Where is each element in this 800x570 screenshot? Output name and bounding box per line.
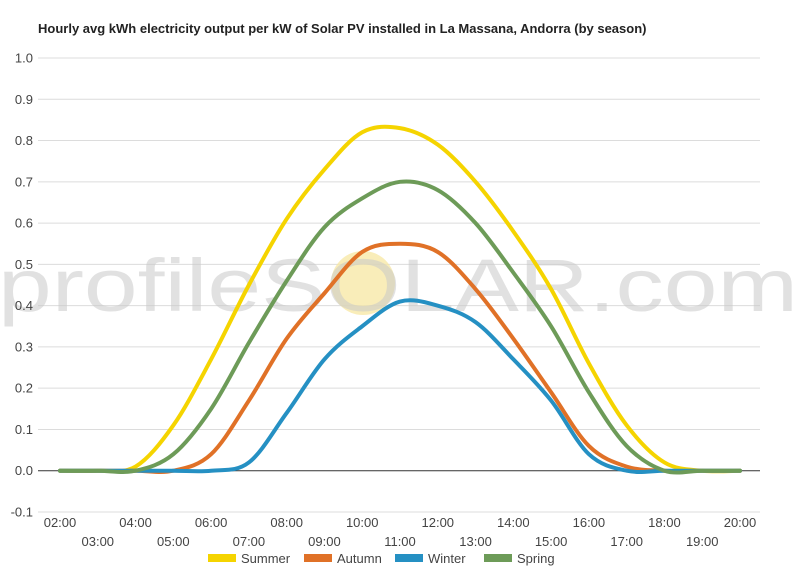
legend-label: Winter xyxy=(428,551,466,566)
x-tick-label: 12:00 xyxy=(422,515,455,530)
y-tick-label: 0.9 xyxy=(15,92,33,107)
watermark: profileSOLAR.com xyxy=(0,244,798,327)
y-axis-ticks: -0.1 0.0 0.1 0.2 0.3 0.4 0.5 0.6 0.7 0.8 0.9 1.0 xyxy=(11,51,33,520)
legend[interactable]: Summer Autumn Winter Spring xyxy=(208,551,555,566)
legend-label: Autumn xyxy=(337,551,382,566)
x-tick-label: 16:00 xyxy=(573,515,606,530)
x-tick-label: 06:00 xyxy=(195,515,228,530)
x-tick-label: 11:00 xyxy=(384,534,416,549)
x-axis-ticks: 02:00 03:00 04:00 05:00 06:00 07:00 08:00 09:00… xyxy=(44,515,757,549)
legend-item-spring[interactable]: Spring xyxy=(484,551,555,566)
x-tick-label: 13:00 xyxy=(459,534,492,549)
x-tick-label: 03:00 xyxy=(82,534,115,549)
y-tick-label: 0.5 xyxy=(15,257,33,272)
legend-swatch xyxy=(304,554,332,562)
x-tick-label: 20:00 xyxy=(724,515,757,530)
x-tick-label: 10:00 xyxy=(346,515,379,530)
chart-title: Hourly avg kWh electricity output per kW… xyxy=(38,21,646,36)
x-tick-label: 18:00 xyxy=(648,515,681,530)
y-tick-label: 0.8 xyxy=(15,133,33,148)
y-tick-label: -0.1 xyxy=(11,505,33,520)
series-line-summer xyxy=(58,124,742,474)
legend-item-winter[interactable]: Winter xyxy=(395,551,466,566)
x-tick-label: 15:00 xyxy=(535,534,568,549)
legend-item-summer[interactable]: Summer xyxy=(208,551,291,566)
series-line-winter xyxy=(58,298,742,474)
x-tick-label: 04:00 xyxy=(119,515,152,530)
x-tick-label: 19:00 xyxy=(686,534,719,549)
x-tick-label: 17:00 xyxy=(610,534,643,549)
legend-swatch xyxy=(484,554,512,562)
x-tick-label: 09:00 xyxy=(308,534,341,549)
legend-item-autumn[interactable]: Autumn xyxy=(304,551,382,566)
y-tick-label: 0.0 xyxy=(15,463,33,478)
series-line-spring xyxy=(58,179,742,475)
x-tick-label: 14:00 xyxy=(497,515,530,530)
x-tick-label: 05:00 xyxy=(157,534,190,549)
legend-label: Spring xyxy=(517,551,555,566)
x-tick-label: 08:00 xyxy=(270,515,303,530)
y-tick-label: 0.3 xyxy=(15,339,33,354)
y-tick-label: 1.0 xyxy=(15,51,33,66)
y-tick-label: 0.2 xyxy=(15,381,33,396)
watermark-text: profileSOLAR.com xyxy=(0,244,798,327)
y-tick-label: 0.4 xyxy=(15,298,33,313)
series-lines xyxy=(58,124,742,475)
y-tick-label: 0.7 xyxy=(15,174,33,189)
y-tick-label: 0.6 xyxy=(15,216,33,231)
legend-swatch xyxy=(395,554,423,562)
legend-label: Summer xyxy=(241,551,291,566)
x-tick-label: 07:00 xyxy=(233,534,266,549)
y-tick-label: 0.1 xyxy=(15,422,33,437)
legend-swatch xyxy=(208,554,236,562)
x-tick-label: 02:00 xyxy=(44,515,77,530)
